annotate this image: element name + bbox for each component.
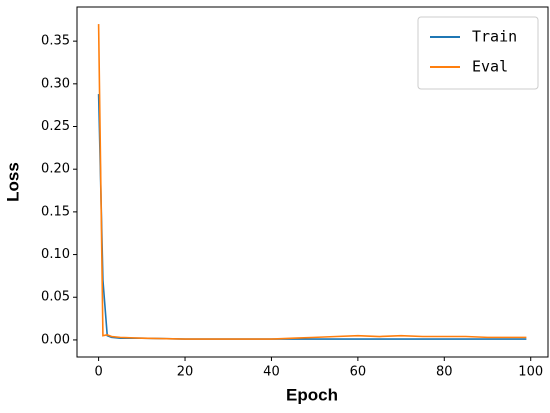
line-series (97, 24, 527, 340)
x-tick-label: 100 (518, 365, 543, 380)
y-tick-label: 0.05 (41, 290, 70, 305)
y-tick-label: 0.35 (41, 34, 70, 49)
y-tick-label: 0.25 (41, 119, 70, 134)
x-tick-label: 20 (177, 365, 194, 380)
x-tick-label: 40 (263, 365, 280, 380)
y-axis-label: Loss (3, 162, 22, 202)
y-tick-label: 0.15 (41, 204, 70, 219)
plot-frame (76, 6, 549, 358)
x-axis-label: Epoch (286, 385, 338, 404)
legend-label: Eval (472, 58, 508, 76)
y-tick-label: 0.00 (41, 332, 70, 347)
y-tick-label: 0.30 (41, 76, 70, 91)
y-tick-label: 0.10 (41, 247, 70, 262)
line-series (97, 94, 527, 340)
x-tick-label: 80 (436, 365, 453, 380)
x-tick-label: 60 (350, 365, 367, 380)
x-tick-label: 0 (94, 365, 102, 380)
legend-label: Train (472, 28, 517, 46)
legend-box (417, 16, 539, 90)
y-tick-label: 0.20 (41, 162, 70, 177)
